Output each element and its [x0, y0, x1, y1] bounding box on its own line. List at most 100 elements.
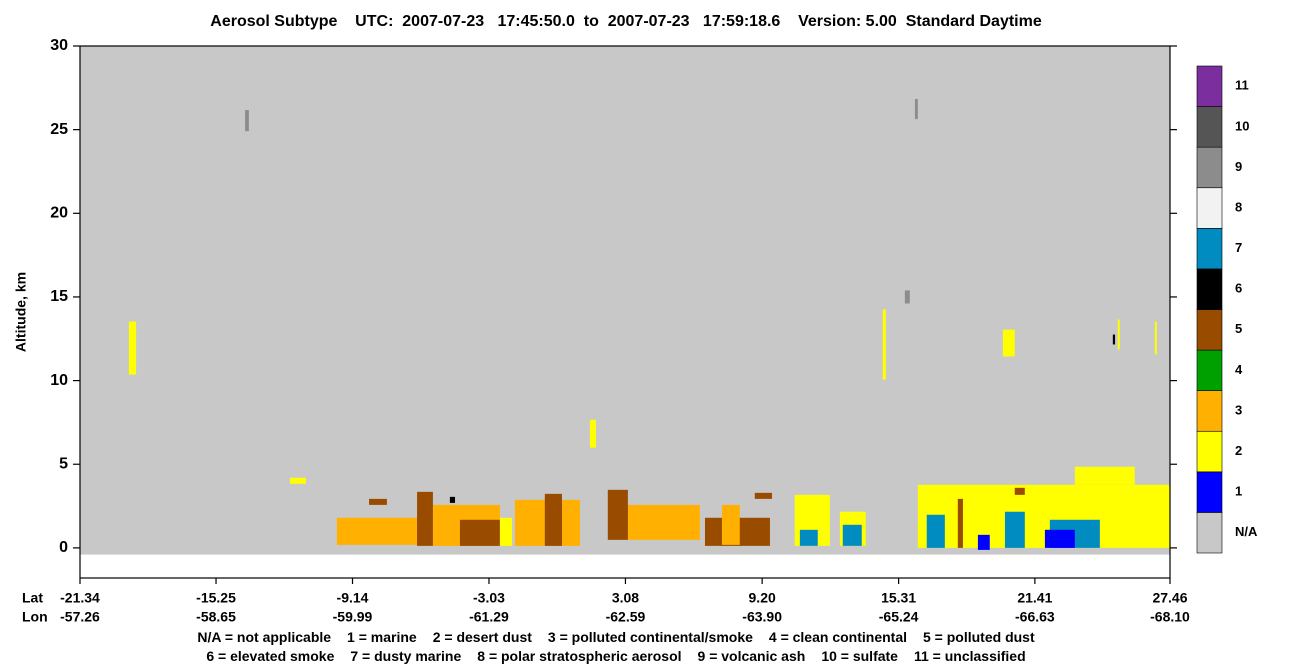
colorbar-label: 5: [1235, 321, 1242, 336]
x2-tick-label: -65.24: [879, 609, 919, 625]
colorbar-label: 6: [1235, 281, 1242, 296]
aerosol-region: [1074, 466, 1135, 485]
colorbar-swatch: [1196, 268, 1223, 310]
x-tick-label: 21.41: [1017, 590, 1052, 606]
aerosol-region: [957, 498, 963, 548]
legend-entry: 7 = dusty marine: [350, 648, 461, 664]
x-row-label: Lat: [22, 590, 43, 606]
aerosol-region: [459, 519, 500, 546]
y-tick-label: 0: [59, 539, 68, 556]
colorbar-swatch: [1196, 349, 1223, 391]
aerosol-region: [336, 517, 418, 545]
legend-entry: 3 = polluted continental/smoke: [548, 629, 753, 645]
x-tick-label: 3.08: [612, 590, 639, 606]
legend-row: N/A = not applicable 1 = marine 2 = desert…: [197, 629, 1035, 645]
y-axis-label: Altitude, km: [13, 272, 29, 352]
colorbar-swatch: [1196, 106, 1223, 148]
aerosol-region: [417, 491, 433, 546]
aerosol-region: [914, 99, 918, 120]
aerosol-region: [1002, 329, 1015, 357]
x2-tick-label: -62.59: [606, 609, 646, 625]
y-tick-label: 10: [50, 372, 68, 389]
colorbar-label: 3: [1235, 402, 1242, 417]
aerosol-region: [1112, 334, 1116, 345]
colorbar-label: 4: [1235, 362, 1243, 377]
aerosol-region: [721, 504, 740, 545]
aerosol-region: [369, 498, 387, 505]
aerosol-region: [1044, 529, 1075, 548]
aerosol-region: [799, 529, 818, 546]
x-tick-label: -21.34: [60, 590, 100, 606]
legend-entry: 2 = desert dust: [433, 629, 533, 645]
legend-entry: 5 = polluted dust: [923, 629, 1035, 645]
colorbar-label: N/A: [1235, 524, 1258, 539]
colorbar-swatch: [1196, 512, 1223, 554]
y-tick-label: 5: [59, 455, 68, 472]
chart-title: Aerosol Subtype UTC: 2007-07-23 17:45:50…: [210, 13, 1042, 30]
aerosol-region: [977, 534, 990, 550]
x2-row-label: Lon: [22, 609, 48, 625]
legend-entry: 1 = marine: [347, 629, 417, 645]
x2-tick-label: -66.63: [1015, 609, 1055, 625]
aerosol-region: [1004, 511, 1025, 548]
legend-entry: 6 = elevated smoke: [206, 648, 334, 664]
aerosol-region: [607, 489, 628, 540]
aerosol-region: [1154, 321, 1157, 355]
colorbar-label: 8: [1235, 199, 1242, 214]
colorbar-swatch: [1196, 65, 1223, 107]
colorbar-swatch: [1196, 146, 1223, 189]
x-tick-label: 15.31: [881, 590, 916, 606]
y-tick-label: 15: [50, 288, 68, 305]
colorbar-swatch: [1196, 187, 1223, 229]
legend-entry: 4 = clean continental: [769, 629, 907, 645]
x-tick-label: -9.14: [337, 590, 369, 606]
aerosol-region: [289, 477, 307, 484]
aerosol-region: [449, 496, 456, 503]
aerosol-region: [128, 321, 137, 375]
x2-tick-label: -57.26: [60, 609, 100, 625]
aerosol-region: [1014, 487, 1025, 495]
x2-tick-label: -63.90: [742, 609, 782, 625]
x2-tick-label: -59.99: [333, 609, 373, 625]
aerosol-region: [1117, 319, 1120, 350]
legend-entry: 8 = polar stratospheric aerosol: [477, 648, 681, 664]
colorbar-swatch: [1196, 390, 1223, 432]
legend-row: 6 = elevated smoke 7 = dusty marine 8 = po…: [206, 648, 1025, 664]
colorbar-swatch: [1196, 228, 1223, 270]
x2-tick-label: -61.29: [469, 609, 509, 625]
x-tick-label: 27.46: [1152, 590, 1187, 606]
colorbar-label: 10: [1235, 118, 1249, 133]
aerosol-region: [926, 514, 945, 548]
aerosol-region: [245, 110, 249, 132]
aerosol-region: [842, 524, 862, 546]
colorbar-label: 7: [1235, 240, 1242, 255]
colorbar-label: 2: [1235, 443, 1242, 458]
y-tick-label: 30: [50, 37, 68, 54]
y-tick-label: 20: [50, 205, 68, 222]
colorbar-label: 1: [1235, 484, 1242, 499]
aerosol-region: [625, 504, 700, 540]
colorbar-swatch: [1196, 471, 1223, 513]
colorbar-label: 9: [1235, 159, 1242, 174]
aerosol-region: [904, 290, 910, 304]
legend-entry: 11 = unclassified: [914, 648, 1026, 664]
colorbar-label: 11: [1235, 78, 1249, 93]
x-tick-label: -15.25: [196, 590, 236, 606]
colorbar-swatch: [1196, 430, 1223, 473]
aerosol-region: [917, 484, 1170, 548]
x-tick-label: -3.03: [473, 590, 505, 606]
aerosol-region: [544, 493, 563, 546]
aerosol-region: [499, 517, 512, 546]
legend-entry: 10 = sulfate: [821, 648, 898, 664]
colorbar-swatch: [1196, 309, 1223, 351]
x-tick-label: 9.20: [749, 590, 776, 606]
x2-tick-label: -58.65: [196, 609, 236, 625]
legend-entry: 9 = volcanic ash: [698, 648, 806, 664]
x2-tick-label: -68.10: [1150, 609, 1190, 625]
aerosol-region: [754, 492, 772, 499]
y-tick-label: 25: [50, 121, 68, 138]
aerosol-region: [589, 419, 596, 448]
aerosol-region: [80, 46, 1170, 555]
legend-entry: N/A = not applicable: [197, 629, 331, 645]
